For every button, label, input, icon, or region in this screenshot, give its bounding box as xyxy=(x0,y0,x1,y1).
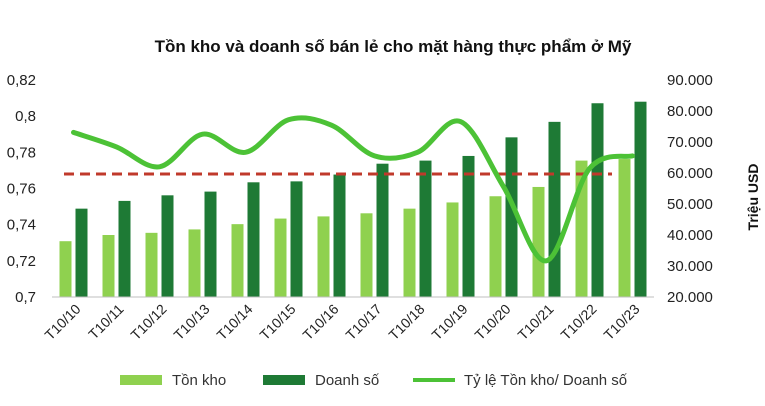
bar-ton-kho xyxy=(274,218,287,297)
bar-doanh-so xyxy=(462,155,475,297)
ratio-series-line xyxy=(71,115,635,264)
left-tick-label: 0,8 xyxy=(15,108,36,125)
bar-ton-kho xyxy=(188,229,201,297)
bar-doanh-so xyxy=(548,121,561,297)
bar-doanh-so xyxy=(161,195,174,297)
bar-doanh-so xyxy=(505,137,518,297)
x-tick-label: T10/21 xyxy=(514,301,556,343)
bar-doanh-so xyxy=(634,101,647,297)
legend: Tồn kho Doanh số Tỷ lệ Tồn kho/ Doanh số xyxy=(120,372,628,389)
left-tick-label: 0,76 xyxy=(7,181,36,198)
x-axis-ticks: T10/10 T10/11 T10/12 T10/13 T10/14 T10/15 T10/… xyxy=(41,301,642,343)
x-tick-label: T10/16 xyxy=(299,301,341,343)
bar-doanh-so xyxy=(419,160,432,297)
bar-ton-kho xyxy=(403,208,416,297)
left-tick-label: 0,74 xyxy=(7,217,36,234)
right-tick-label: 30.000 xyxy=(667,258,713,275)
right-tick-label: 60.000 xyxy=(667,165,713,182)
right-axis-label: Triệu USD xyxy=(745,164,761,231)
right-tick-label: 80.000 xyxy=(667,103,713,120)
x-tick-label: T10/20 xyxy=(471,301,513,343)
bar-ton-kho xyxy=(231,224,244,297)
bar-doanh-so xyxy=(333,174,346,297)
bar-ton-kho xyxy=(59,241,72,297)
left-tick-label: 0,82 xyxy=(7,72,36,89)
bar-ton-kho xyxy=(360,213,373,297)
right-tick-label: 70.000 xyxy=(667,134,713,151)
bar-ton-kho xyxy=(532,186,545,297)
bar-ton-kho xyxy=(317,216,330,297)
x-tick-label: T10/22 xyxy=(557,301,599,343)
legend-swatch-ton-kho xyxy=(120,375,162,385)
bar-doanh-so xyxy=(204,191,217,297)
bar-doanh-so xyxy=(591,103,604,297)
bar-ton-kho xyxy=(489,196,502,297)
bar-ton-kho xyxy=(102,235,115,297)
bar-doanh-so xyxy=(247,182,260,297)
bar-ton-kho xyxy=(145,232,158,297)
x-tick-label: T10/13 xyxy=(170,301,212,343)
x-tick-label: T10/17 xyxy=(342,301,384,343)
x-tick-label: T10/11 xyxy=(85,301,127,343)
right-tick-label: 90.000 xyxy=(667,72,713,89)
bar-doanh-so xyxy=(376,163,389,297)
left-axis-ticks: 0,7 0,72 0,74 0,76 0,78 0,8 0,82 xyxy=(7,72,36,306)
right-axis-ticks: 20.000 30.000 40.000 50.000 60.000 70.000 80.0… xyxy=(667,72,713,306)
legend-swatch-doanh-so xyxy=(263,375,305,385)
x-tick-label: T10/19 xyxy=(428,301,470,343)
left-tick-label: 0,78 xyxy=(7,144,36,161)
left-tick-label: 0,7 xyxy=(15,289,36,306)
legend-label-ton-kho: Tồn kho xyxy=(172,372,226,389)
right-tick-label: 20.000 xyxy=(667,289,713,306)
x-tick-label: T10/12 xyxy=(127,301,169,343)
right-tick-label: 50.000 xyxy=(667,196,713,213)
bar-doanh-so xyxy=(290,181,303,297)
x-tick-label: T10/14 xyxy=(213,301,255,343)
chart-title: Tồn kho và doanh số bán lẻ cho mặt hàng … xyxy=(155,37,632,56)
bar-ton-kho xyxy=(618,159,631,297)
x-tick-label: T10/15 xyxy=(256,301,298,343)
x-tick-label: T10/10 xyxy=(41,301,83,343)
right-tick-label: 40.000 xyxy=(667,227,713,244)
bar-doanh-so xyxy=(75,208,88,297)
legend-label-ratio: Tỷ lệ Tồn kho/ Doanh số xyxy=(464,372,628,389)
bar-marks xyxy=(59,101,647,297)
x-tick-label: T10/23 xyxy=(600,301,642,343)
legend-label-doanh-so: Doanh số xyxy=(315,372,380,389)
bar-ton-kho xyxy=(446,202,459,297)
bar-doanh-so xyxy=(118,200,131,297)
left-tick-label: 0,72 xyxy=(7,253,36,270)
x-tick-label: T10/18 xyxy=(385,301,427,343)
